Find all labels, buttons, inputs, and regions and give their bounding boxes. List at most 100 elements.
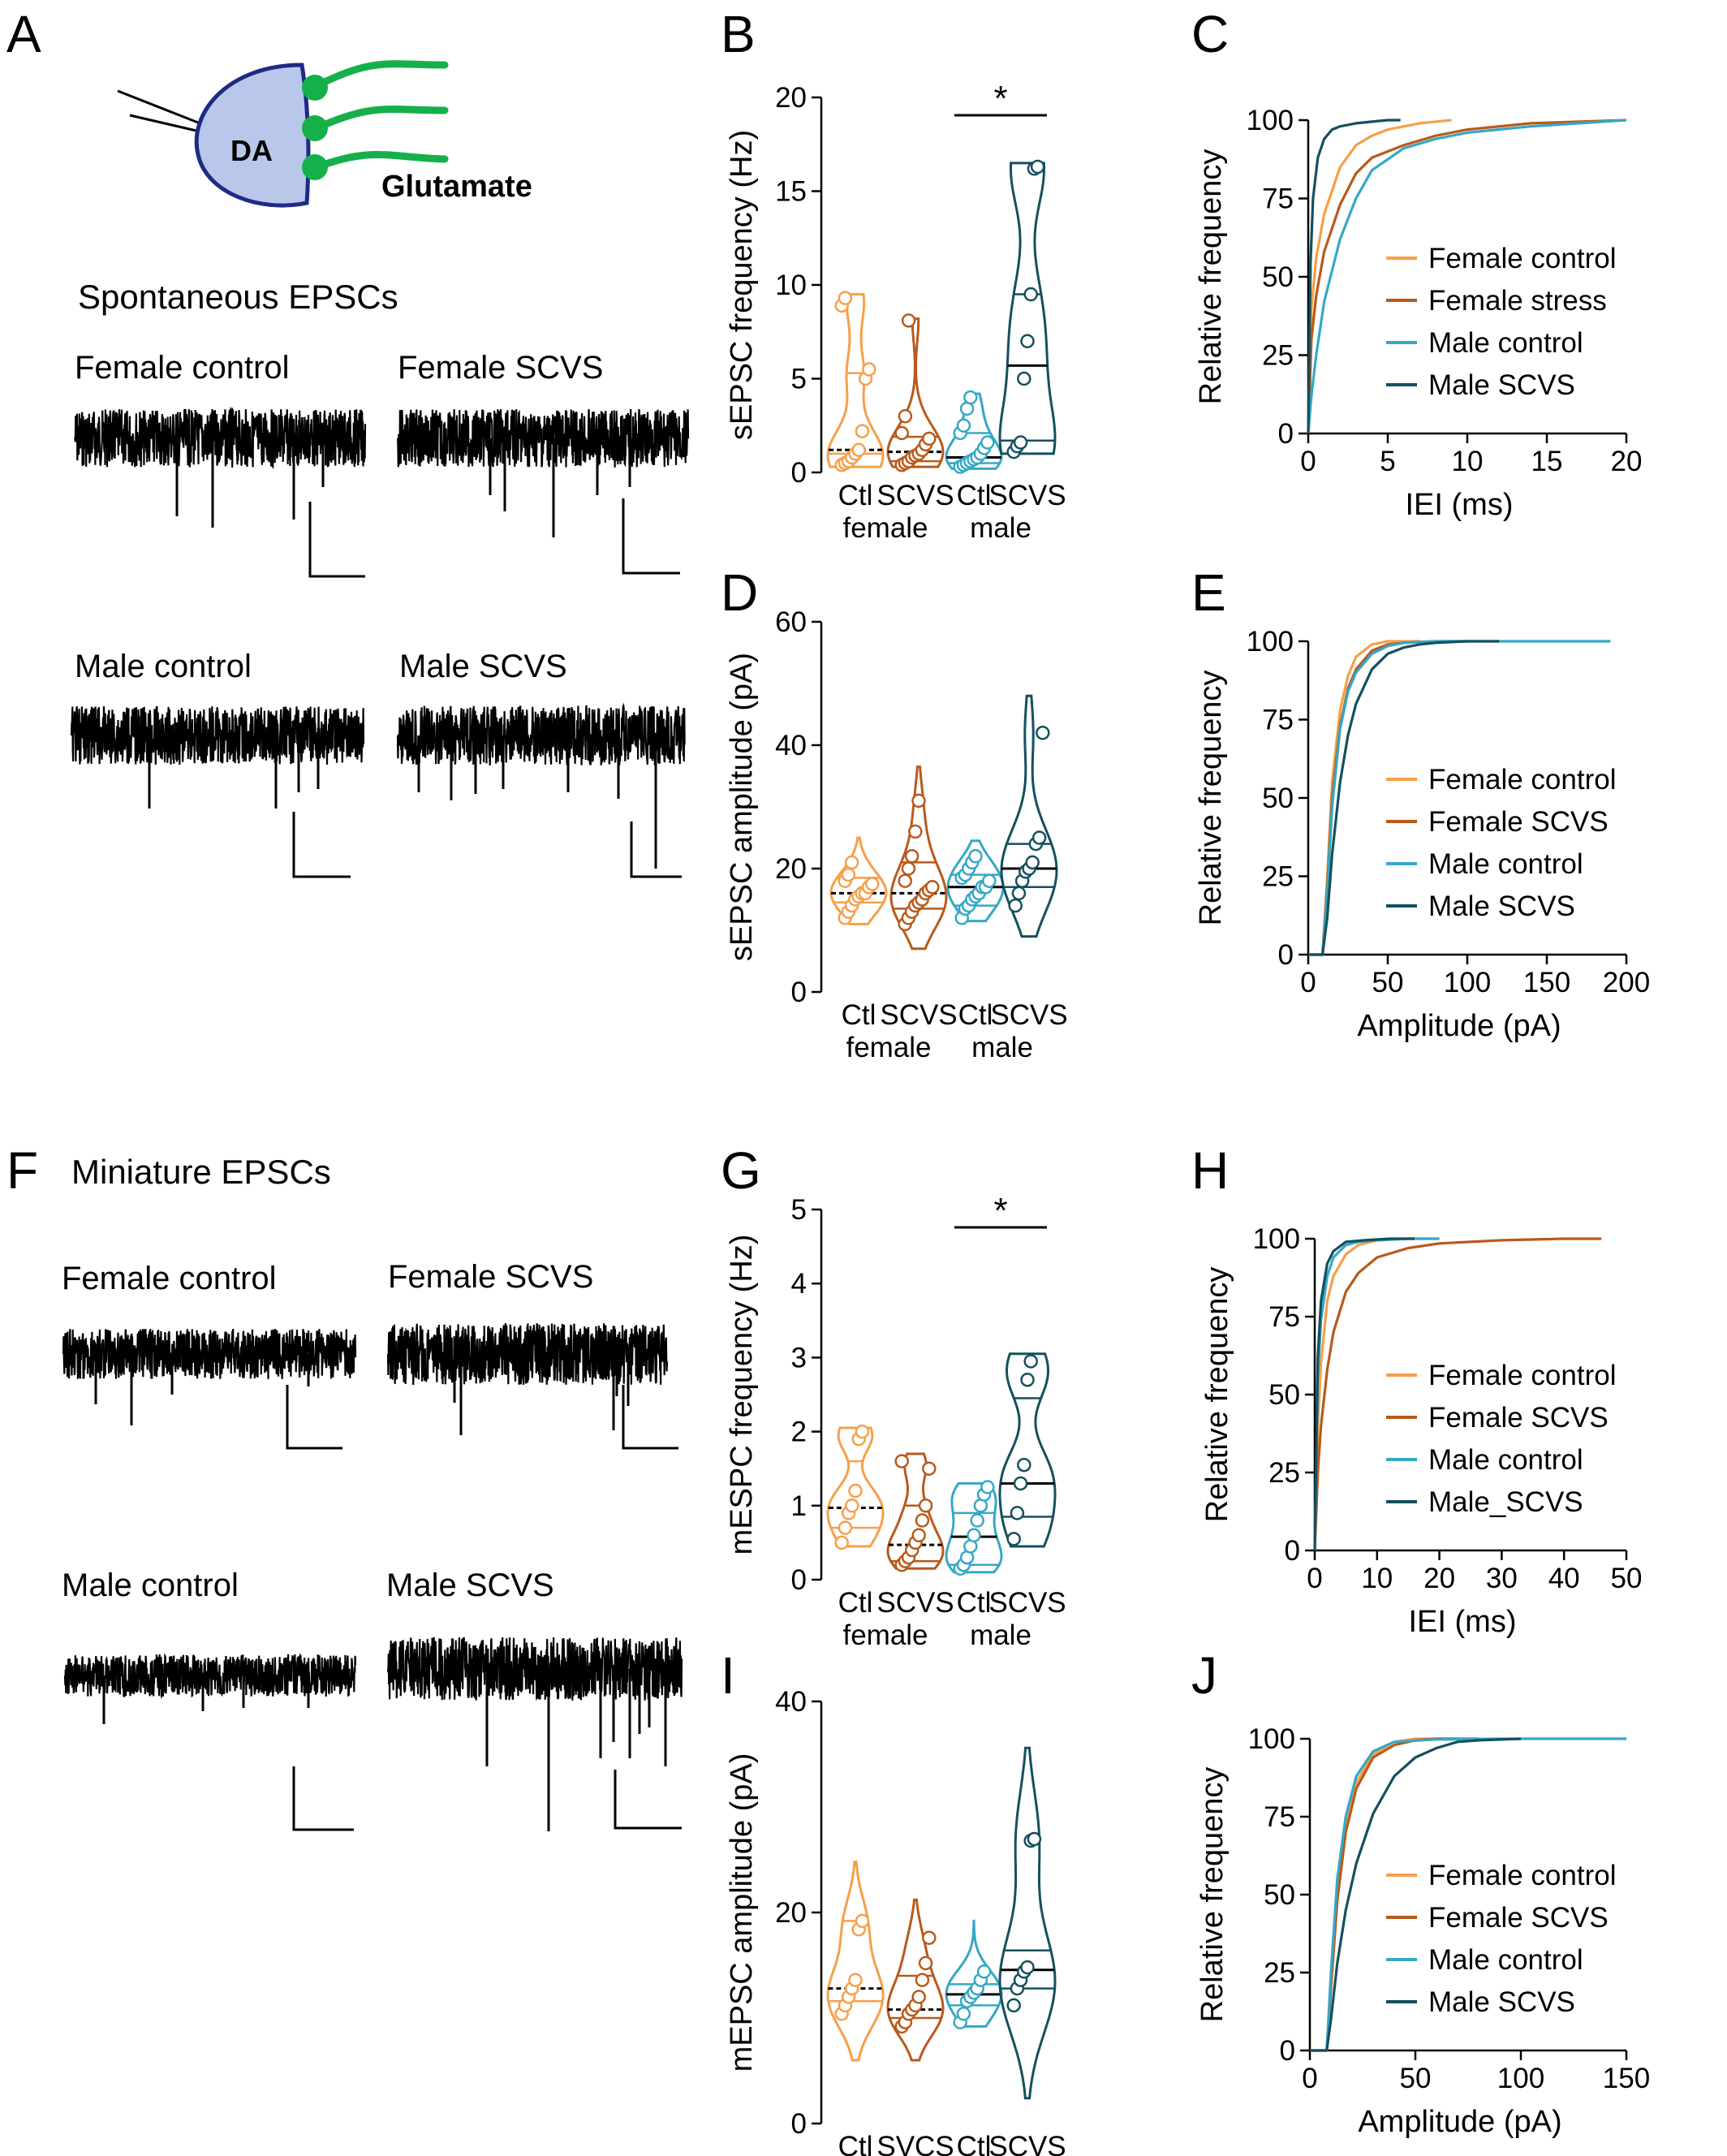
panel-letters: A B C D E F G H I J <box>6 5 1229 1705</box>
miniature-epscs-title: Miniature EPSCs <box>71 1153 331 1191</box>
chart-i-violin-2 <box>945 1919 1003 2029</box>
trace-a-female-scvs-noise <box>396 408 690 468</box>
chart-j-series-line-3 <box>1310 1737 1522 2052</box>
trace-label-f-female-control: Female control <box>62 1261 277 1296</box>
chart-c-y-tick-label: 25 <box>1262 340 1294 372</box>
chart-h-y-tick-label: 25 <box>1268 1457 1300 1489</box>
chart-g-group-label-male: male <box>970 1619 1031 1651</box>
chart-g-category-label: SCVS <box>988 1587 1066 1619</box>
chart-e-x-tick-label: 200 <box>1603 967 1650 998</box>
trace-label-a-female-control: Female control <box>75 350 290 386</box>
chart-d-y-tick-label: 20 <box>775 853 807 885</box>
chart-b-group-label-male: male <box>970 512 1031 544</box>
trace-label-a-male-control: Male control <box>75 649 252 684</box>
chart-h: 0 25 50 75 100 Relative frequency 0 10 20 30 40 50 I… <box>1200 1223 1642 1639</box>
panel-letter-a: A <box>6 5 41 63</box>
chart-i-violin-outline-2 <box>945 1919 1003 2028</box>
chart-c-x-tick-label: 0 <box>1300 446 1316 477</box>
chart-c-series-line-0 <box>1307 119 1452 434</box>
chart-b-data-point <box>963 390 978 405</box>
chart-b-data-point <box>1013 435 1028 450</box>
chart-d-data-point <box>898 873 912 888</box>
chart-h-x-tick-label: 50 <box>1611 1563 1643 1594</box>
chart-i-data-point <box>915 1973 930 1987</box>
chart-j-x-tick-label: 150 <box>1603 2063 1650 2094</box>
chart-c-y-tick-label: 100 <box>1247 105 1294 136</box>
chart-i-category-label: SVCS <box>876 2131 954 2156</box>
trace-label-f-male-control: Male control <box>62 1567 239 1603</box>
chart-j-y-tick-label: 100 <box>1248 1723 1295 1755</box>
chart-i-data-point <box>918 1955 933 1971</box>
chart-e-x-axis-label: Amplitude (pA) <box>1357 1009 1561 1043</box>
chart-c-legend-label-2: Male control <box>1428 327 1583 359</box>
chart-c-x-tick-label: 5 <box>1380 446 1395 477</box>
chart-i-data-point <box>976 1964 992 1979</box>
chart-i-violin-outline-3 <box>998 1746 1057 2100</box>
chart-e-x-tick-label: 150 <box>1523 967 1570 998</box>
chart-g-y-tick-label: 2 <box>791 1416 807 1448</box>
chart-h-legend-label-3: Male_SCVS <box>1428 1486 1583 1518</box>
trace-a-female-control-scale-bar <box>308 502 365 578</box>
chart-c-legend-label-1: Female stress <box>1428 285 1607 317</box>
chart-i-data-point <box>855 1913 870 1929</box>
chart-i-category-label: SCVS <box>988 2131 1066 2156</box>
chart-j-x-axis-label: Amplitude (pA) <box>1358 2105 1561 2139</box>
chart-h-x-axis-label: IEI (ms) <box>1409 1605 1517 1639</box>
chart-e-series-line-2 <box>1308 640 1611 956</box>
chart-e-y-tick-label: 50 <box>1262 783 1294 814</box>
chart-c-y-tick-label: 75 <box>1262 183 1294 215</box>
chart-b-category-label: SCVS <box>988 480 1066 511</box>
chart-h-x-tick-label: 0 <box>1307 1563 1322 1594</box>
chart-d-violin-outline-1 <box>889 765 948 951</box>
chart-b-data-point <box>956 418 971 433</box>
chart-g-y-tick-label: 1 <box>791 1490 807 1522</box>
chart-i-violin-0 <box>826 1861 885 2062</box>
trace-label-a-male-scvs: Male SCVS <box>399 649 567 684</box>
chart-d-category-label: Ctl <box>842 999 876 1031</box>
chart-d-data-point <box>982 873 997 888</box>
chart-d-data-point <box>844 855 859 870</box>
chart-d-data-point <box>841 867 856 882</box>
trace-f-female-control-noise <box>62 1328 357 1379</box>
chart-h-y-tick-label: 75 <box>1268 1301 1300 1333</box>
chart-b-data-point <box>838 291 853 305</box>
chart-b-group-label-female: female <box>842 512 928 544</box>
chart-d-group-label-male: male <box>971 1032 1033 1063</box>
chart-g-violin-2 <box>945 1480 1003 1576</box>
chart-b-data-point <box>1017 371 1031 386</box>
chart-j-y-tick-label: 75 <box>1264 1801 1295 1833</box>
chart-b-category-label: SCVS <box>876 480 954 511</box>
panel-letter-b: B <box>721 5 756 63</box>
chart-h-legend-label-0: Female control <box>1428 1360 1616 1391</box>
chart-g-y-axis-label: mESPC frequency (Hz) <box>725 1235 759 1555</box>
chart-h-legend-label-1: Female SCVS <box>1428 1402 1609 1434</box>
chart-b-y-tick-label: 0 <box>791 457 807 489</box>
chart-d-data-point <box>1008 898 1023 913</box>
chart-j-x-tick-label: 0 <box>1302 2063 1317 2094</box>
chart-d-category-label: SCVS <box>990 999 1067 1031</box>
chart-j-y-tick-label: 50 <box>1264 1879 1295 1911</box>
chart-i-violin-3 <box>998 1746 1057 2100</box>
chart-b-data-point <box>1023 287 1038 302</box>
chart-c-y-tick-label: 50 <box>1262 261 1294 293</box>
chart-g-y-tick-label: 5 <box>791 1194 807 1226</box>
chart-b-data-point <box>898 408 913 424</box>
trace-f-male-control-scale-bar <box>292 1766 354 1831</box>
chart-h-y-tick-label: 0 <box>1285 1535 1300 1567</box>
chart-g-data-point <box>922 1461 937 1476</box>
chart-b-data-point <box>922 431 937 446</box>
chart-g-y-tick-label: 3 <box>791 1342 807 1373</box>
chart-c-series-line-1 <box>1307 119 1627 434</box>
chart-d-data-point <box>1036 726 1050 740</box>
chart-i-data-point <box>956 2007 971 2021</box>
chart-b-data-point <box>980 435 995 450</box>
chart-h-y-tick-label: 100 <box>1253 1223 1300 1255</box>
chart-g-category-label: SCVS <box>876 1587 954 1619</box>
chart-g-data-point <box>1006 1532 1021 1546</box>
chart-d-category-label: Ctl <box>958 999 993 1031</box>
